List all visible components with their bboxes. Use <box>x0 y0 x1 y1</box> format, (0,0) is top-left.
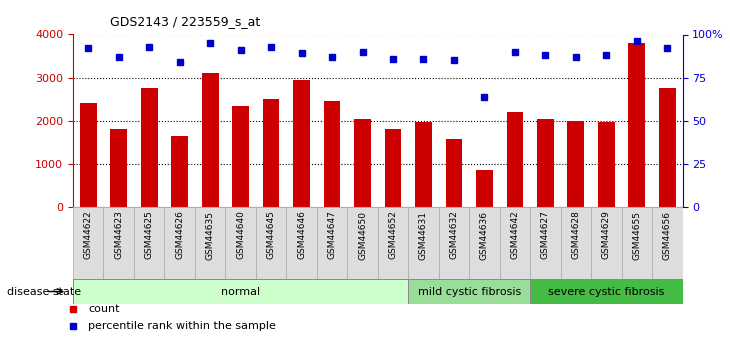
Bar <box>561 207 591 279</box>
Bar <box>378 207 408 279</box>
Bar <box>652 207 683 279</box>
Bar <box>317 207 347 279</box>
Bar <box>347 207 378 279</box>
Bar <box>439 207 469 279</box>
Bar <box>415 122 432 207</box>
Text: severe cystic fibrosis: severe cystic fibrosis <box>548 287 664 296</box>
Bar <box>80 104 96 207</box>
Text: count: count <box>88 304 120 314</box>
Bar <box>408 207 439 279</box>
Bar <box>134 207 164 279</box>
Bar <box>232 106 249 207</box>
Text: GSM44632: GSM44632 <box>450 210 458 259</box>
Text: GSM44650: GSM44650 <box>358 210 367 260</box>
Text: GSM44655: GSM44655 <box>632 210 642 260</box>
Bar <box>385 129 402 207</box>
Text: GSM44642: GSM44642 <box>510 210 520 259</box>
Text: GSM44652: GSM44652 <box>388 210 398 259</box>
Bar <box>286 207 317 279</box>
Bar <box>263 99 280 207</box>
Bar <box>226 207 256 279</box>
Bar <box>73 279 408 304</box>
Text: normal: normal <box>221 287 260 296</box>
Bar <box>195 207 226 279</box>
Bar <box>164 207 195 279</box>
Text: GSM44645: GSM44645 <box>266 210 276 259</box>
Bar <box>537 119 554 207</box>
Bar <box>445 139 462 207</box>
Text: GSM44622: GSM44622 <box>84 210 93 259</box>
Text: disease state: disease state <box>7 287 82 296</box>
Bar <box>293 80 310 207</box>
Bar <box>408 279 530 304</box>
Bar <box>622 207 652 279</box>
Text: GSM44640: GSM44640 <box>236 210 245 259</box>
Text: mild cystic fibrosis: mild cystic fibrosis <box>418 287 520 296</box>
Text: GSM44629: GSM44629 <box>602 210 611 259</box>
Text: GSM44656: GSM44656 <box>663 210 672 260</box>
Text: GSM44635: GSM44635 <box>206 210 215 260</box>
Bar <box>201 73 218 207</box>
Text: percentile rank within the sample: percentile rank within the sample <box>88 321 276 331</box>
Bar <box>104 207 134 279</box>
Bar <box>141 88 158 207</box>
Text: GSM44627: GSM44627 <box>541 210 550 259</box>
Text: GSM44625: GSM44625 <box>145 210 154 259</box>
Text: GSM44631: GSM44631 <box>419 210 428 260</box>
Bar <box>530 207 561 279</box>
Text: GDS2143 / 223559_s_at: GDS2143 / 223559_s_at <box>110 14 260 28</box>
Text: GSM44623: GSM44623 <box>114 210 123 259</box>
Text: GSM44628: GSM44628 <box>572 210 580 259</box>
Bar <box>469 207 500 279</box>
Bar <box>507 112 523 207</box>
Text: GSM44626: GSM44626 <box>175 210 184 259</box>
Bar <box>567 121 584 207</box>
Bar <box>530 279 683 304</box>
Bar <box>476 170 493 207</box>
Bar <box>73 207 104 279</box>
Bar <box>598 122 615 207</box>
Bar <box>323 101 340 207</box>
Bar <box>591 207 622 279</box>
Bar <box>659 88 676 207</box>
Bar <box>110 129 127 207</box>
Bar <box>500 207 530 279</box>
Text: GSM44636: GSM44636 <box>480 210 489 260</box>
Bar <box>354 119 371 207</box>
Bar <box>256 207 286 279</box>
Bar <box>629 43 645 207</box>
Text: GSM44646: GSM44646 <box>297 210 306 259</box>
Text: GSM44647: GSM44647 <box>328 210 337 259</box>
Bar <box>172 136 188 207</box>
